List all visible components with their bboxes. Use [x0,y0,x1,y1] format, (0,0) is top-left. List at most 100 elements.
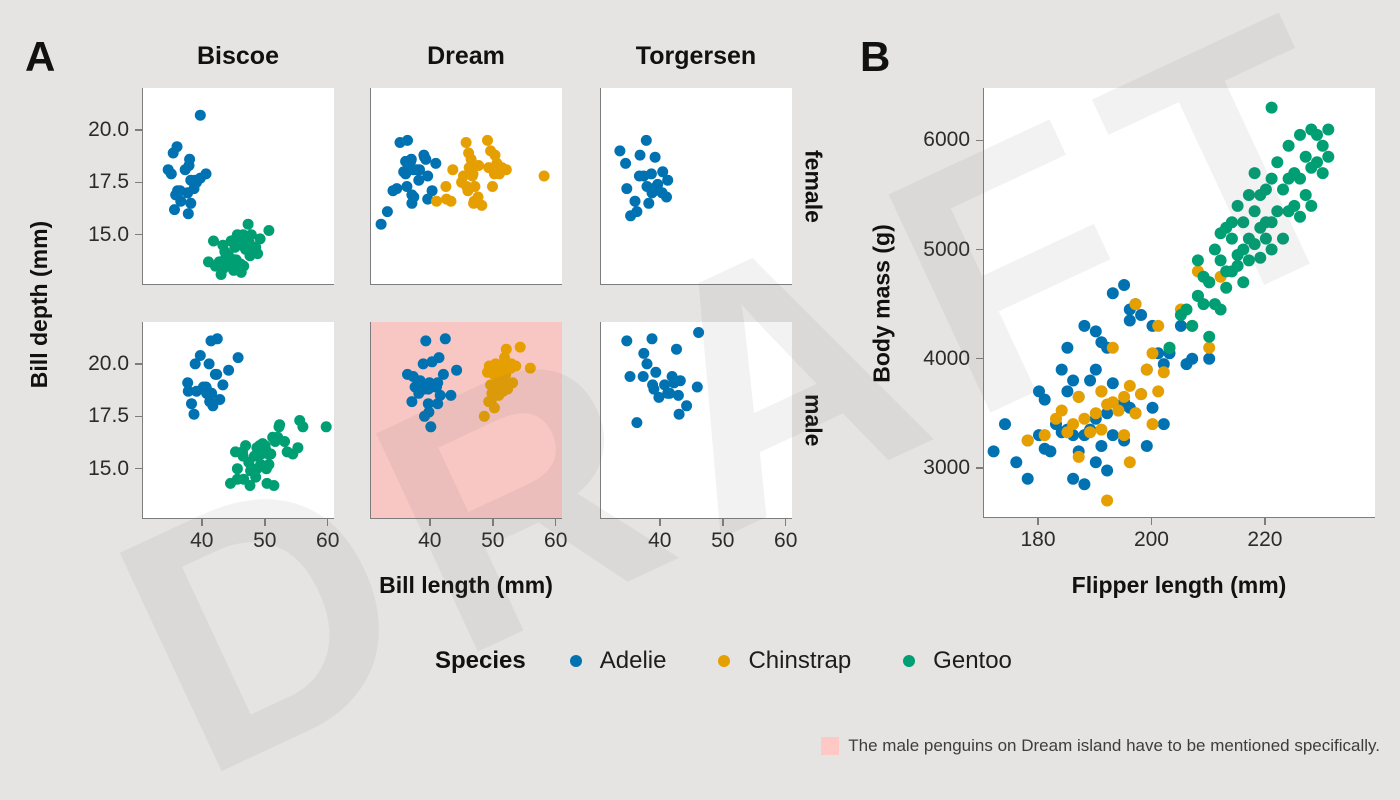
data-point-adelie [634,149,646,161]
data-point-gentoo [1214,254,1227,267]
data-point-chinstrap [500,164,512,176]
data-point-adelie [1038,393,1051,406]
data-point-chinstrap [431,195,442,207]
data-point-chinstrap [1123,379,1136,392]
data-point-adelie [641,358,653,370]
data-point-chinstrap [456,176,468,188]
data-point-adelie [200,168,212,180]
data-point-chinstrap [1084,426,1097,439]
data-point-adelie [201,383,213,395]
facet-panel-torgersen-female [600,88,792,285]
data-point-chinstrap [1140,363,1153,376]
data-point-gentoo [1186,319,1199,332]
data-point-adelie [1146,401,1159,414]
panel-a-x-axis-title: Bill length (mm) [379,572,553,598]
facet-column-title-torgersen: Torgersen [635,42,757,70]
data-point-adelie [1106,377,1119,390]
data-point-adelie [672,389,684,401]
data-point-adelie [182,208,194,220]
data-point-chinstrap [488,402,500,414]
facet-panel-torgersen-male [600,322,792,519]
data-point-adelie [214,394,226,405]
scatter-panel-b [983,88,1375,518]
data-point-adelie [1095,440,1108,452]
data-point-adelie [422,170,434,182]
data-point-gentoo [208,235,219,247]
data-point-adelie [182,385,194,397]
data-point-chinstrap [478,410,490,422]
data-point-adelie [657,166,669,178]
data-point-gentoo [1299,150,1312,163]
y-tick-mark [976,357,983,360]
data-point-gentoo [1254,251,1267,264]
legend-title: Species [435,647,526,674]
data-point-adelie [405,153,417,165]
data-point-adelie [413,174,425,186]
data-point-adelie [1067,472,1080,485]
data-point-chinstrap [514,341,526,353]
data-point-adelie [172,185,184,197]
data-point-adelie [189,358,201,370]
data-point-chinstrap [500,343,512,355]
data-point-chinstrap [445,195,457,207]
y-tick-mark [135,129,142,131]
data-point-gentoo [1322,150,1335,163]
data-point-gentoo [1322,123,1335,136]
data-point-gentoo [235,258,247,270]
data-point-adelie [417,358,429,370]
data-point-adelie [408,191,420,203]
data-point-adelie [406,396,418,408]
data-point-adelie [162,164,174,176]
data-point-adelie [1101,407,1114,420]
y-tick-label: 20.0 [88,351,129,375]
data-point-adelie [681,400,693,412]
data-point-gentoo [1294,210,1306,223]
data-point-adelie [999,418,1011,431]
y-tick-label: 6000 [923,128,970,152]
data-point-adelie [418,383,430,395]
y-tick-label: 15.0 [88,456,129,480]
x-tick-mark [1264,518,1266,525]
data-point-adelie [431,381,442,393]
data-point-gentoo [1237,276,1250,289]
data-point-adelie [426,185,438,197]
data-point-adelie [652,178,664,190]
panel-b-x-axis-title: Flipper length (mm) [1071,572,1287,598]
data-point-adelie [645,168,657,180]
data-point-gentoo [1225,216,1238,229]
data-point-gentoo [320,421,332,433]
data-point-adelie [987,445,1000,458]
y-tick-mark [976,248,983,251]
data-point-gentoo [1191,254,1204,267]
data-point-adelie [1078,319,1091,332]
data-point-chinstrap [1072,390,1085,403]
data-point-adelie [191,176,202,188]
data-point-gentoo [1203,330,1216,343]
data-point-adelie [211,368,223,380]
data-point-gentoo [245,465,257,477]
panel-b-label: B [860,33,891,80]
x-tick-mark [722,519,724,526]
data-point-chinstrap [462,185,474,197]
data-point-adelie [425,421,437,433]
data-point-adelie [184,153,196,165]
x-tick-mark [201,519,203,526]
y-tick-label: 17.5 [88,404,129,428]
x-tick-mark [554,519,557,526]
facet-row-strip-female: female [800,150,827,223]
data-point-adelie [439,333,451,345]
data-point-adelie [1021,472,1034,485]
data-point-adelie [391,183,403,195]
data-point-chinstrap [1089,407,1102,420]
data-point-gentoo [1214,303,1227,316]
data-point-adelie [659,379,671,391]
legend-item-label: Chinstrap [748,647,852,674]
data-point-gentoo [1180,303,1193,316]
data-point-adelie [169,204,180,216]
data-point-adelie [1061,341,1074,354]
y-tick-label: 15.0 [88,222,129,246]
x-tick-mark [492,519,494,526]
data-point-adelie [451,364,463,376]
legend-dot-icon [569,655,582,667]
data-point-gentoo [255,448,267,460]
